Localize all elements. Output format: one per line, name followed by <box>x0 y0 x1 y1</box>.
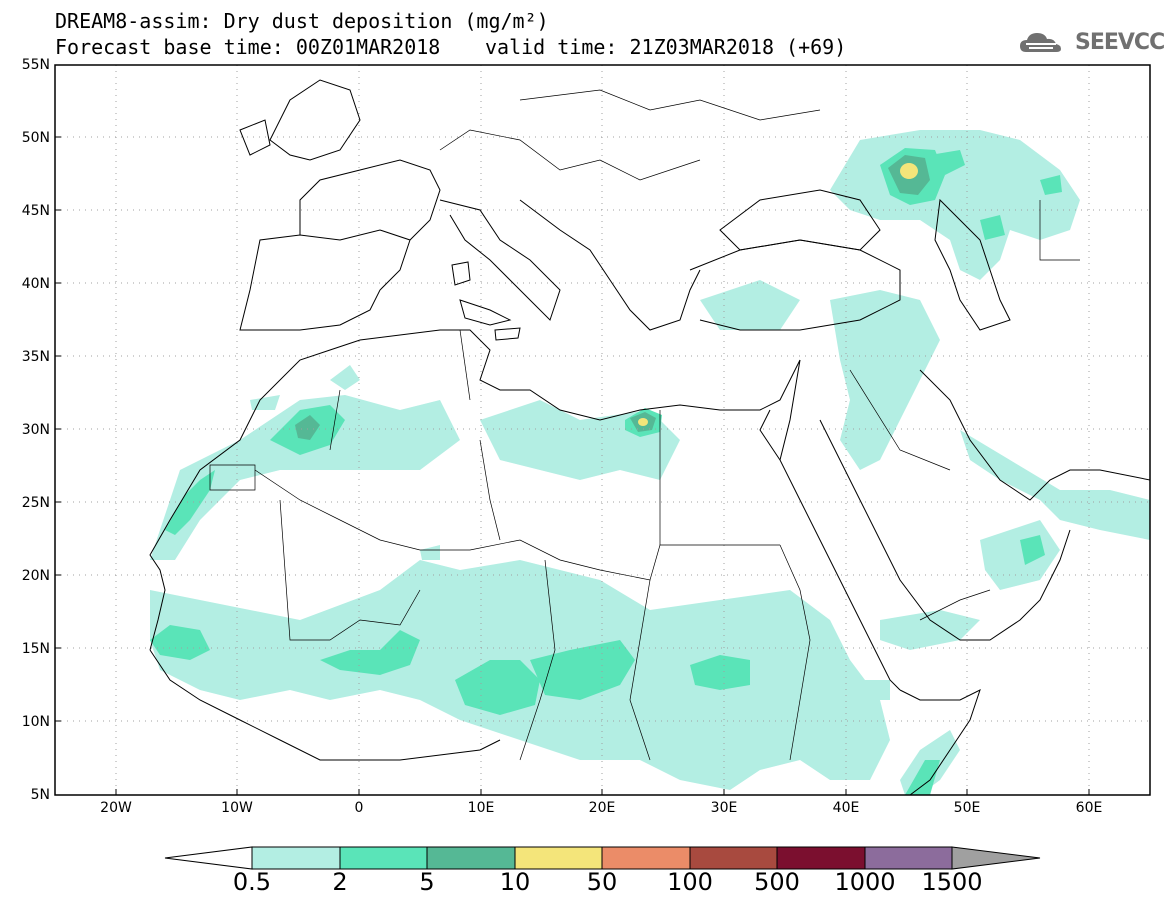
coastlines <box>149 79 1150 795</box>
cloud-icon <box>1020 33 1061 52</box>
colorbar-segment-1 <box>251 846 341 870</box>
colorbar-label: 1500 <box>921 868 983 896</box>
lon-label: 30E <box>710 800 738 816</box>
colorbar-segment-7 <box>776 846 866 870</box>
grid <box>55 65 1150 795</box>
lat-label: 15N <box>21 641 50 657</box>
ticks <box>55 136 1090 795</box>
lon-label: 40E <box>832 800 860 816</box>
lat-label: 30N <box>21 422 50 438</box>
lat-label: 5N <box>30 787 50 803</box>
colorbar-segment-8 <box>864 846 953 870</box>
lat-label: 10N <box>21 714 50 730</box>
colorbar-segment-4 <box>514 846 603 870</box>
lon-label: 10W <box>221 800 253 816</box>
colorbar-segment-5 <box>601 846 691 870</box>
dust-level-3 <box>295 155 930 440</box>
colorbar-segment-3 <box>426 846 516 870</box>
colorbar <box>164 846 1041 870</box>
lon-label: 20E <box>588 800 616 816</box>
colorbar-label: 1000 <box>834 868 896 896</box>
forecast-base-time: Forecast base time: 00Z01MAR2018 <box>55 35 441 59</box>
borders <box>209 89 1080 761</box>
colorbar-label: 50 <box>586 868 618 896</box>
dust-level-4 <box>638 163 918 426</box>
lat-label: 20N <box>21 568 50 584</box>
valid-time: valid time: 21Z03MAR2018 (+69) <box>485 35 847 59</box>
lon-label: 60E <box>1075 800 1103 816</box>
lon-label: 20W <box>100 800 132 816</box>
lat-label: 50N <box>21 130 50 146</box>
logo-text: SEEVCCC <box>1075 30 1165 55</box>
colorbar-label: 100 <box>667 868 713 896</box>
colorbar-segment-below <box>164 846 253 870</box>
dust-fields <box>150 130 1150 795</box>
lat-label: 35N <box>21 349 50 365</box>
lon-label: 0 <box>354 800 364 816</box>
colorbar-label: 0.5 <box>232 868 272 896</box>
colorbar-label: 500 <box>754 868 800 896</box>
colorbar-segment-6 <box>689 846 778 870</box>
colorbar-label: 2 <box>332 868 348 896</box>
colorbar-segment-above <box>951 846 1041 870</box>
map-title: DREAM8-assim: Dry dust deposition (mg/m²… <box>55 9 549 33</box>
lat-label: 25N <box>21 495 50 511</box>
lat-label: 45N <box>21 203 50 219</box>
lon-label: 10E <box>467 800 495 816</box>
lat-label: 40N <box>21 276 50 292</box>
colorbar-segment-2 <box>339 846 428 870</box>
lat-label: 55N <box>21 57 50 73</box>
colorbar-label: 5 <box>419 868 435 896</box>
colorbar-label: 10 <box>499 868 531 896</box>
lon-label: 50E <box>953 800 981 816</box>
dust-level-2 <box>150 148 1062 795</box>
